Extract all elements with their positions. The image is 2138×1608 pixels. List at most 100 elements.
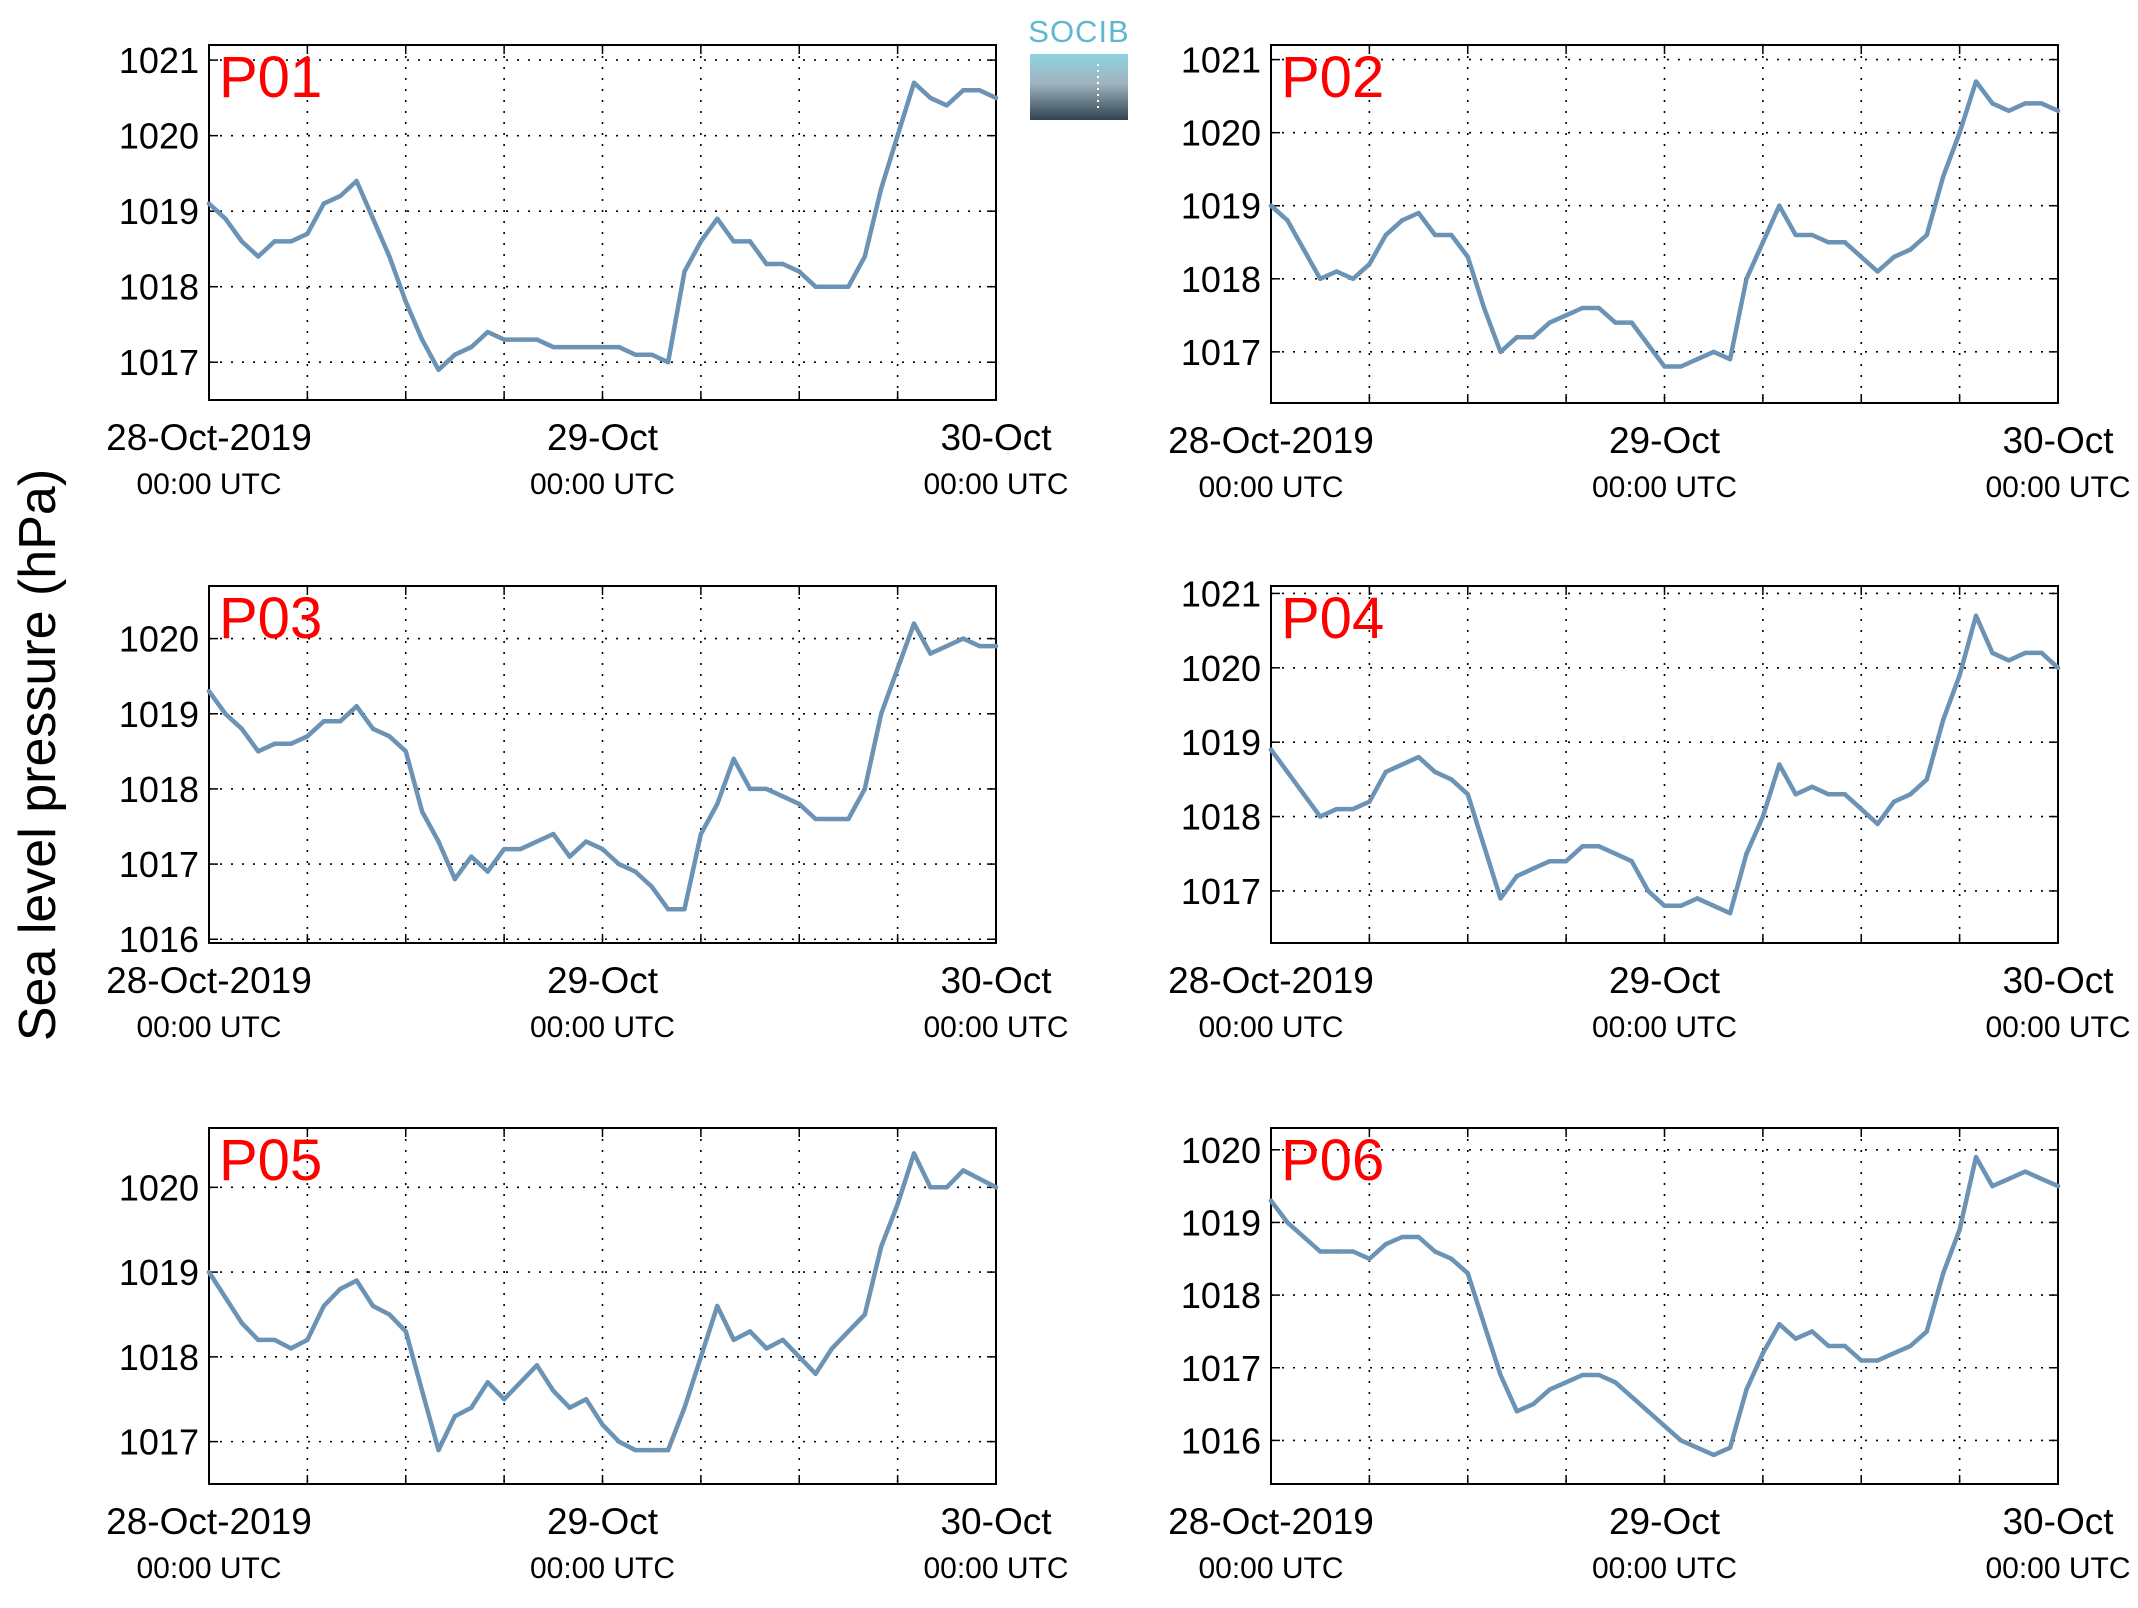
data-point xyxy=(419,809,425,814)
data-point xyxy=(813,1371,818,1377)
data-point xyxy=(1990,650,1995,656)
data-point xyxy=(1498,1372,1503,1378)
data-point xyxy=(1777,1321,1782,1327)
data-point xyxy=(1350,276,1356,281)
y-tick-label: 1018 xyxy=(1181,1275,1261,1316)
data-point xyxy=(583,1397,589,1402)
data-point xyxy=(731,1337,736,1343)
data-point xyxy=(1268,747,1274,752)
y-tick-label: 1020 xyxy=(1181,1130,1261,1171)
series-line-p05 xyxy=(206,1151,999,1453)
data-point xyxy=(337,719,343,724)
x-tick-label: 29-Oct xyxy=(547,417,659,458)
data-point xyxy=(469,854,474,859)
x-tick-label: 28-Oct-2019 xyxy=(1168,960,1374,1001)
data-point xyxy=(206,1269,212,1275)
data-point xyxy=(1842,792,1848,797)
data-point xyxy=(469,1405,474,1410)
data-point xyxy=(944,643,950,649)
data-point xyxy=(305,734,310,739)
data-point xyxy=(665,360,671,365)
data-point xyxy=(239,1320,244,1326)
x-tick-sublabel: 00:00 UTC xyxy=(530,1011,675,1044)
data-point xyxy=(1531,335,1536,340)
data-point xyxy=(895,1202,900,1207)
data-point xyxy=(764,786,769,792)
data-point xyxy=(1334,269,1339,274)
data-point xyxy=(1924,232,1930,238)
chart-panel-p04: 1017 1018 1019 1020 1021 P04 28-Oct-2019 00:00 … xyxy=(1168,573,2130,1044)
data-point xyxy=(1908,1343,1913,1349)
data-point xyxy=(1268,203,1274,208)
x-tick-sublabel: 00:00 UTC xyxy=(1985,471,2130,504)
data-point xyxy=(1711,349,1716,355)
data-point xyxy=(452,1413,458,1419)
data-point xyxy=(1383,1242,1388,1247)
data-point xyxy=(1563,858,1569,864)
data-point xyxy=(1432,232,1438,238)
data-point xyxy=(1465,254,1470,260)
data-point xyxy=(1793,232,1798,238)
data-point xyxy=(223,711,228,716)
data-point xyxy=(518,1380,523,1385)
panel-label: P03 xyxy=(219,586,322,651)
y-tick-label: 1017 xyxy=(1181,1348,1261,1389)
data-point xyxy=(862,1312,868,1317)
y-tick-label: 1017 xyxy=(1181,332,1261,373)
data-point xyxy=(1367,261,1372,267)
data-point xyxy=(961,1168,966,1173)
data-point xyxy=(747,1329,753,1334)
data-point xyxy=(1580,1372,1585,1378)
data-point xyxy=(518,337,523,342)
data-point xyxy=(1662,364,1667,369)
data-point xyxy=(1580,844,1585,849)
series-line-p02 xyxy=(1268,79,2061,369)
data-point xyxy=(846,816,851,822)
data-point xyxy=(2006,108,2012,113)
data-point xyxy=(1875,821,1880,827)
data-point xyxy=(1826,1343,1831,1349)
data-point xyxy=(993,1185,999,1190)
data-point xyxy=(1891,254,1897,260)
data-point xyxy=(337,193,343,199)
data-point xyxy=(1531,1401,1536,1407)
data-point xyxy=(567,854,572,859)
data-point xyxy=(1678,1438,1684,1443)
data-point xyxy=(1481,844,1487,849)
data-point xyxy=(780,1337,786,1343)
data-point xyxy=(1498,349,1503,355)
data-point xyxy=(928,651,933,656)
data-point xyxy=(354,178,359,184)
data-point xyxy=(715,216,720,221)
data-point xyxy=(616,344,622,350)
data-point xyxy=(567,344,572,350)
data-point xyxy=(764,261,769,267)
data-point xyxy=(1481,1321,1487,1327)
data-point xyxy=(370,726,376,731)
data-point xyxy=(1383,769,1388,775)
x-tick-sublabel: 00:00 UTC xyxy=(136,1011,281,1044)
chart-panel-p03: 1016 1017 1018 1019 1020 P03 28-Oct-2019 00:00 … xyxy=(106,585,1069,1044)
data-point xyxy=(1809,232,1815,238)
data-point xyxy=(1334,806,1339,812)
data-point xyxy=(1826,240,1831,245)
data-point xyxy=(288,1346,294,1351)
data-point xyxy=(682,906,687,912)
data-point xyxy=(1760,240,1766,245)
data-point xyxy=(387,1312,392,1317)
data-point xyxy=(272,1337,277,1343)
y-tick-label: 1019 xyxy=(1181,1202,1261,1243)
y-tick-label: 1019 xyxy=(119,694,199,735)
data-point xyxy=(1629,858,1634,864)
panel-label: P04 xyxy=(1281,586,1384,651)
x-tick-label: 30-Oct xyxy=(940,417,1052,458)
data-point xyxy=(1432,769,1438,775)
data-point xyxy=(797,1354,802,1360)
y-tick-label: 1017 xyxy=(119,844,199,885)
data-point xyxy=(682,1405,687,1410)
chart-panel-p01: 1017 1018 1019 1020 1021 P01 28-Oct-2019 00:00 … xyxy=(106,40,1068,501)
data-point xyxy=(1350,806,1356,812)
data-point xyxy=(1399,218,1405,223)
data-point xyxy=(961,88,966,93)
data-point xyxy=(452,352,458,357)
